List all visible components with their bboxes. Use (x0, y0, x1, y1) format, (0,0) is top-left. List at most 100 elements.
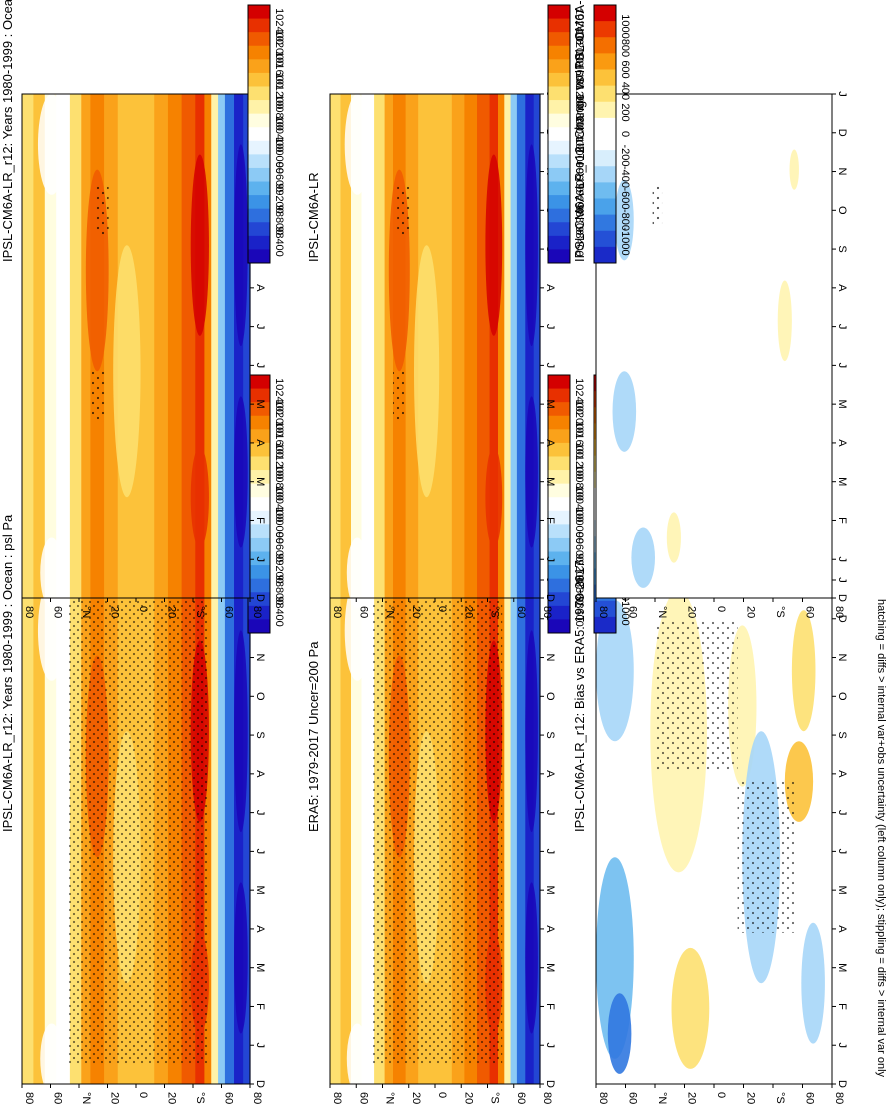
lat-tick-label: 60 (627, 606, 639, 618)
lat-band (361, 94, 375, 598)
lat-band (351, 580, 363, 1084)
field-contour (37, 580, 66, 681)
lat-band (224, 580, 235, 1084)
month-tick-label: A (254, 925, 266, 933)
month-tick-label: J (836, 363, 848, 369)
month-tick-label: M (254, 400, 266, 409)
colorbar-label: 102000 (273, 30, 285, 67)
colorbar-label: 102000 (573, 400, 585, 437)
colorbar-swatch (248, 578, 270, 593)
lat-band (243, 580, 251, 1084)
month-tick-label: N (836, 654, 848, 662)
colorbar-swatch (248, 402, 270, 417)
lat-band (525, 580, 535, 1084)
colorbar-swatch (548, 140, 570, 155)
lat-tick-label: 60 (223, 1092, 235, 1104)
colorbar-frame (547, 4, 571, 264)
field-contour (414, 245, 440, 498)
lat-band (56, 580, 71, 1084)
panel-title: IPSL-CM6A-LR_r12: Years 1980-1999 : Ocea… (0, 0, 15, 262)
colorbar-swatch (248, 45, 270, 60)
lat-tick-label: °S (774, 1092, 786, 1104)
colorbar-swatch (248, 442, 270, 457)
lat-band (69, 94, 82, 598)
stippling (655, 620, 738, 772)
colorbar-label: 102400 (273, 378, 285, 415)
month-tick-label: S (836, 731, 848, 738)
colorbar-swatch (548, 442, 570, 457)
colorbar-swatch (548, 483, 570, 498)
lat-band (44, 580, 57, 1084)
colorbar-swatch (594, 85, 616, 103)
colorbar-label: 100000 (573, 507, 585, 544)
month-tick-label: J (254, 556, 266, 562)
panel-title: IPSL-CM6A-LR_r12: Years 1980-1999 : Ocea… (0, 514, 15, 832)
colorbar-label: 99200 (573, 553, 585, 584)
lat-band (516, 580, 526, 1084)
colorbar-swatch (594, 230, 616, 248)
month-tick-label: A (544, 925, 556, 933)
colorbar-swatch (548, 18, 570, 33)
month-tick-label: J (836, 1042, 848, 1048)
month-tick-label: J (254, 324, 266, 330)
colorbar-swatch (248, 388, 270, 403)
month-tick-label: J (836, 849, 848, 855)
lat-band (154, 94, 169, 598)
field-contour (344, 93, 370, 195)
lat-band (374, 94, 386, 598)
lat-band (22, 580, 34, 1084)
lat-tick-label: 0 (436, 606, 448, 612)
lat-tick-label: 20 (109, 606, 121, 618)
colorbar-label: 99200 (273, 553, 285, 584)
lat-band (525, 94, 535, 598)
month-tick-label: M (836, 886, 848, 895)
colorbar-swatch (248, 72, 270, 87)
colorbar-swatch (548, 222, 570, 237)
lat-tick-label: 80 (251, 606, 263, 618)
colorbar-label: 200 (619, 103, 631, 121)
colorbar-label: 1000 (619, 14, 631, 38)
colorbar-swatch (548, 605, 570, 620)
colorbar-swatch (548, 402, 570, 417)
lat-band (340, 94, 352, 598)
month-tick-label: D (544, 594, 556, 602)
month-tick-label: M (544, 477, 556, 486)
lat-band (435, 94, 453, 598)
lat-tick-label: 80 (597, 1092, 609, 1104)
colorbar-swatch (594, 5, 616, 22)
colorbar-swatch (248, 100, 270, 115)
colorbar-label: 101200 (573, 73, 585, 110)
colorbar-label: 99200 (273, 183, 285, 214)
colorbar-swatch (548, 181, 570, 196)
colorbar-swatch (548, 167, 570, 183)
colorbar-frame (593, 4, 617, 264)
lat-band (218, 580, 226, 1084)
stippling (652, 184, 663, 226)
colorbar-swatch (548, 235, 570, 250)
colorbar-label: 98400 (273, 226, 285, 257)
month-tick-label: O (544, 692, 556, 701)
stippling (372, 600, 503, 1064)
stippling (393, 371, 406, 422)
colorbar-swatch (548, 154, 570, 169)
colorbar-swatch (248, 470, 270, 485)
month-tick-label: J (836, 91, 848, 97)
month-tick-label: A (544, 284, 556, 292)
colorbar-swatch (594, 182, 616, 199)
lat-band (224, 94, 235, 598)
lat-tick-label: °N (384, 1092, 396, 1104)
lat-tick-label: 80 (541, 1092, 553, 1104)
month-tick-label: A (836, 770, 848, 778)
figure-footer: hatching = diffs > internal var+obs unce… (875, 599, 887, 1078)
colorbar-swatch (594, 21, 616, 38)
colorbar-swatch (248, 415, 270, 430)
colorbar-label: 102400 (573, 378, 585, 415)
plot-area-4 (596, 580, 832, 1084)
colorbar-swatch (248, 222, 270, 237)
colorbar-frame (247, 4, 271, 264)
field-contour (612, 371, 637, 452)
colorbar-swatch (594, 53, 616, 70)
colorbar-label: -600 (619, 187, 631, 209)
colorbar-label: 100400 (273, 116, 285, 153)
